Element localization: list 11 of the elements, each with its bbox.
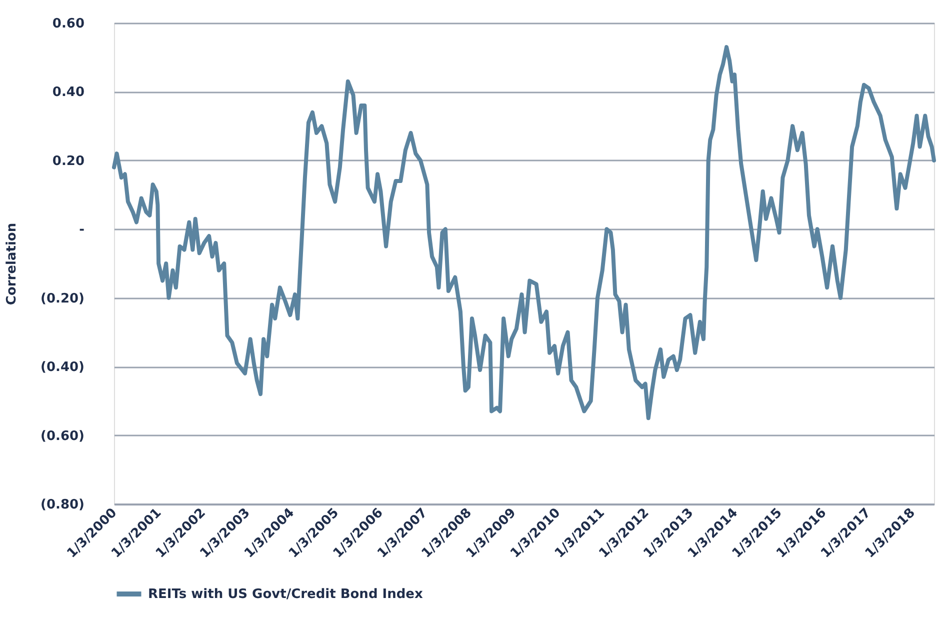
legend-label: REITs with US Govt/Credit Bond Index — [148, 587, 424, 602]
y-tick-label: (0.60) — [40, 428, 84, 444]
line-series — [112, 45, 936, 420]
y-tick-label: 0.60 — [52, 16, 84, 32]
y-tick-label: (0.20) — [40, 291, 84, 306]
y-axis-title: Correlation — [4, 222, 20, 306]
y-tick-label: (0.40) — [40, 360, 84, 376]
y-tick-label: 0.40 — [52, 85, 84, 100]
y-tick-label: 0.20 — [52, 154, 84, 169]
y-tick-label: (0.80) — [40, 498, 84, 512]
y-tick-label: - — [79, 222, 84, 238]
